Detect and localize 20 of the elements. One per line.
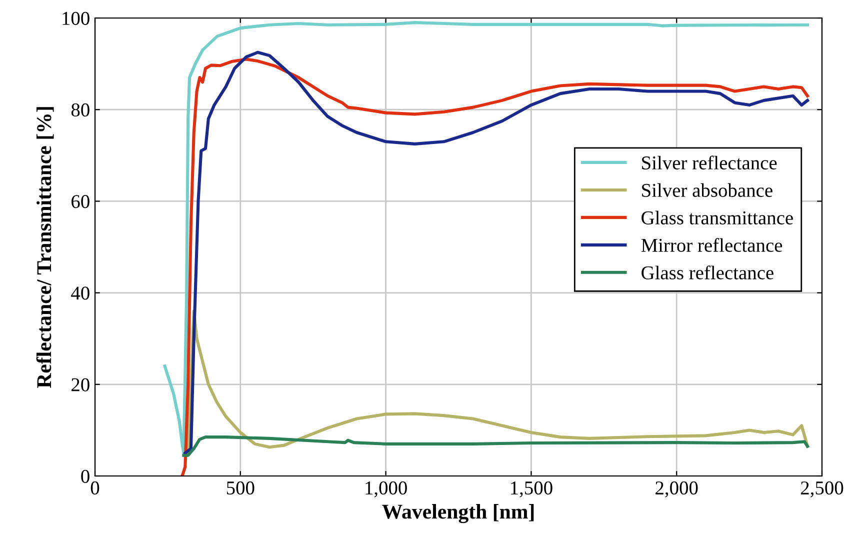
y-tick-label: 60 (72, 195, 90, 208)
y-axis-title: Reflectance/ Transmittance [%] (36, 107, 54, 388)
x-tick-label: 2,500 (800, 481, 844, 498)
legend-label: Glass transmittance (642, 210, 793, 224)
y-tick-label: 100 (62, 12, 90, 25)
y-tick-label: 40 (71, 286, 90, 300)
x-tick-label: 1,000 (366, 481, 407, 498)
y-tick-label: 80 (71, 103, 90, 117)
legend-label: Glass reflectance (642, 266, 774, 280)
y-tick-label: 20 (72, 378, 90, 392)
x-tick-label: 500 (226, 481, 254, 495)
x-tick-label: 0 (90, 481, 100, 495)
x-tick-label: 1,500 (511, 481, 552, 498)
legend-label: Mirror reflectance (641, 238, 782, 252)
legend-label: Silver reflectance (642, 156, 777, 170)
line-series (182, 436, 809, 457)
legend-label: Silver absobance (642, 183, 772, 197)
x-tick-label: 2,000 (656, 481, 698, 498)
x-axis-title: Wavelength [nm] (382, 504, 534, 524)
y-tick-label: 0 (81, 470, 90, 483)
